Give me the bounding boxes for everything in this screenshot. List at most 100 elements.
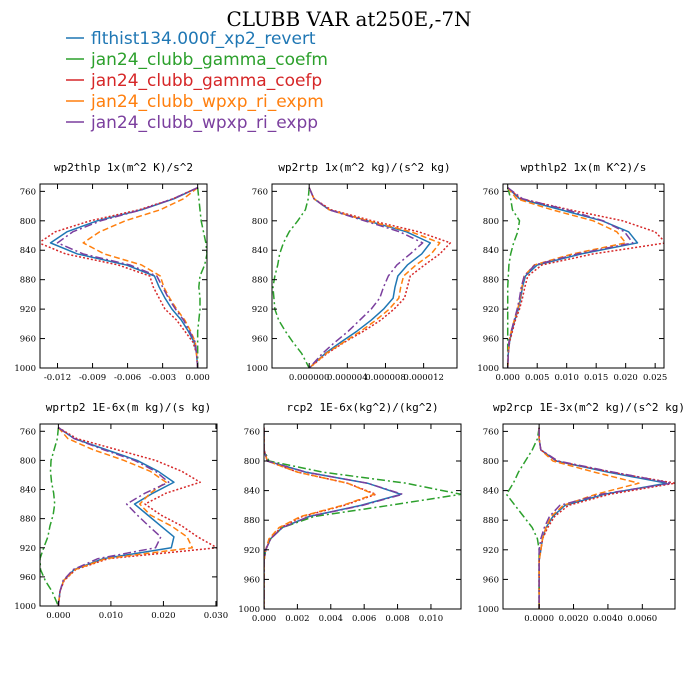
series-line [272,187,310,368]
y-tick-label: 760 [483,187,499,197]
y-tick-label: 880 [483,516,499,526]
series-line [49,187,199,368]
y-tick-label: 840 [483,487,499,497]
series-line [57,427,194,606]
chart-panel: wprtp2 1E-6x(m kg)/(s kg) 760 800 840 880 920… [14,401,228,621]
series-group [264,427,461,609]
panel-title: wprtp2 1E-6x(m kg)/(s kg) [46,401,212,414]
series-line [264,427,375,609]
series-line [308,187,452,368]
y-tick-label: 880 [244,516,260,526]
series-line [506,187,664,368]
figure-title: CLUBB VAR at250E,-7N [226,7,471,31]
chart-panel: rcp2 1E-6x(kg^2)/(kg^2) 760 800 840 880 920 96… [238,401,462,624]
series-line [57,427,170,606]
legend-label: jan24_clubb_wpxp_ri_expm [90,92,324,112]
plot-frame [502,183,665,369]
x-tick-label: 0.000008 [365,373,406,383]
x-tick-label: 0.006 [352,614,376,624]
series-group [506,187,664,368]
x-tick-label: 0.0040 [593,614,623,624]
x-tick-label: 0.002 [285,614,309,624]
y-tick-label: 920 [252,305,268,315]
y-tick-label: 800 [20,456,36,466]
chart-panel: wpthlp2 1x(m K^2)/s 760 800 840 880 920 960 100… [477,161,667,383]
x-tick-label: 0.020 [151,611,175,621]
series-line [264,427,402,609]
series-line [264,427,404,609]
y-tick-label: 800 [483,457,499,467]
series-line [506,187,627,368]
y-tick-label: 880 [20,276,36,286]
y-tick-label: 840 [252,246,268,256]
y-tick-label: 760 [483,427,499,437]
x-tick-label: 0.0060 [627,614,657,624]
x-tick-label: -0.009 [79,373,106,383]
y-tick-label: 960 [483,335,499,345]
y-tick-label: 960 [20,573,36,583]
y-tick-label: 960 [483,575,499,585]
series-group [40,426,217,606]
y-tick-label: 920 [483,305,499,315]
series-line [56,186,199,368]
series-line [538,427,675,609]
panels: wp2thlp 1x(m^2 K)/s^2 760 800 840 880 920 960 1… [14,161,685,624]
y-tick-label: 960 [252,335,268,345]
legend-label: jan24_clubb_wpxp_ri_expp [90,113,318,133]
x-tick-label: 0.010 [99,611,123,621]
y-tick-label: 920 [244,546,260,556]
chart-panel: wp2thlp 1x(m^2 K)/s^2 760 800 840 880 920 960 1… [14,161,209,383]
x-tick-label: 0.000 [46,611,70,621]
series-line [308,187,432,368]
legend-item: flthist134.000f_xp2_revert [66,29,316,49]
x-tick-label: 0.000012 [403,373,444,383]
plot-frame [39,423,218,607]
legend-label: jan24_clubb_gamma_coefp [90,71,322,91]
chart-panel: wp2rtp 1x(m^2 kg)/(s^2 kg) 760 800 840 880 92… [246,161,458,383]
chart-panel: wp2rcp 1E-3x(m^2 kg)/(s^2 kg) 760 800 840 88… [477,401,685,624]
x-tick-label: 0.030 [204,611,228,621]
x-tick-label: -0.003 [149,373,176,383]
x-tick-label: 0.000 [252,614,276,624]
y-tick-label: 1000 [14,602,36,612]
y-tick-label: 840 [244,487,260,497]
x-tick-label: 0.000000 [289,373,330,383]
plot-frame [502,423,676,610]
series-line [82,187,199,368]
series-line [538,427,640,609]
series-line [308,187,441,368]
series-line [506,187,634,368]
x-tick-label: 0.000 [185,373,209,383]
legend-item: jan24_clubb_gamma_coefp [66,71,322,91]
panel-title: rcp2 1E-6x(kg^2)/(kg^2) [286,401,438,414]
x-tick-label: 0.020 [613,373,637,383]
x-tick-label: 0.000004 [327,373,368,383]
y-tick-label: 880 [252,276,268,286]
y-tick-label: 760 [252,187,268,197]
series-line [505,427,540,609]
series-line [308,187,424,368]
x-tick-label: 0.010 [555,373,579,383]
series-group [40,186,207,368]
y-tick-label: 840 [20,246,36,256]
y-tick-label: 920 [483,546,499,556]
y-tick-label: 1000 [238,605,260,615]
x-tick-label: 0.000 [496,373,520,383]
legend-item: jan24_clubb_gamma_coefm [66,50,328,70]
series-line [506,187,521,368]
legend-item: jan24_clubb_wpxp_ri_expp [66,113,318,133]
x-tick-label: 0.015 [584,373,608,383]
y-tick-label: 1000 [477,605,499,615]
y-tick-label: 800 [483,217,499,227]
y-tick-label: 1000 [246,364,268,374]
x-tick-label: 0.0000 [524,614,554,624]
y-tick-label: 760 [20,427,36,437]
y-tick-label: 960 [20,335,36,345]
series-line [264,427,461,609]
y-tick-label: 920 [20,544,36,554]
legend-item: jan24_clubb_wpxp_ri_expm [66,92,324,112]
series-line [40,186,199,368]
series-line [57,426,217,606]
x-tick-label: 0.025 [643,373,667,383]
